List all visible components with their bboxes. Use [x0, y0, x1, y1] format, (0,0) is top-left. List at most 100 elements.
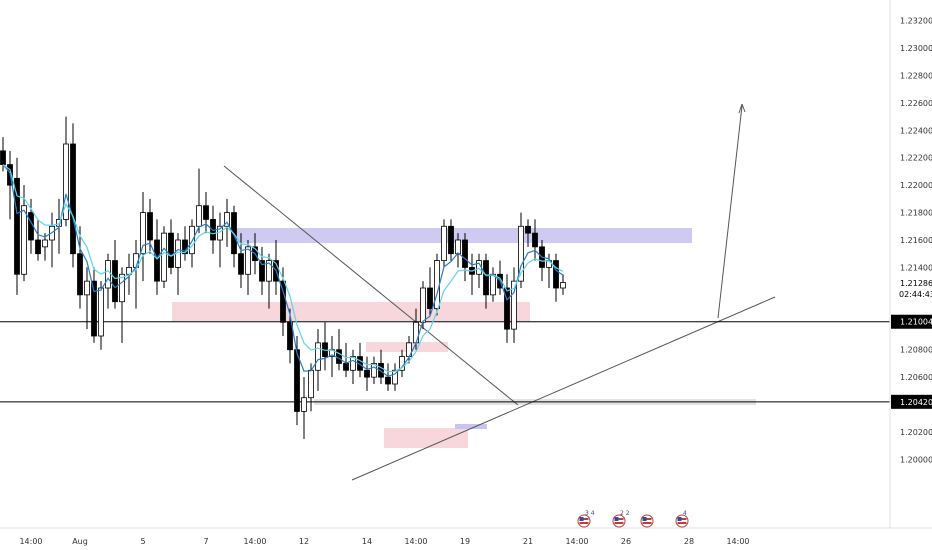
price-tick-label: 1.21600	[900, 236, 932, 245]
descending-trendline[interactable]	[223, 165, 519, 406]
time-tick-label: Aug	[72, 537, 88, 546]
time-tick-label: 28	[684, 537, 694, 546]
candle-bearish[interactable]	[77, 253, 83, 296]
time-tick-label: 14:00	[565, 537, 588, 546]
candle-bearish[interactable]	[203, 205, 209, 220]
time-tick-label: 14:00	[19, 537, 42, 546]
time-tick-label: 19	[460, 537, 470, 546]
candle-bearish[interactable]	[112, 260, 118, 303]
candle-bullish[interactable]	[21, 205, 27, 275]
candle-bullish[interactable]	[98, 287, 104, 337]
price-tick-label: 1.22200	[900, 154, 932, 163]
candle-bullish[interactable]	[371, 363, 377, 378]
moving-average-line	[2, 164, 564, 373]
candle-layer	[0, 116, 566, 439]
ascending-trendline[interactable]	[351, 296, 776, 481]
demand-zone	[384, 428, 468, 448]
candle-bullish[interactable]	[392, 369, 398, 385]
candle-bullish[interactable]	[455, 239, 461, 255]
candle-bearish[interactable]	[427, 287, 433, 309]
us-flag-event-icon[interactable]	[640, 514, 654, 528]
candle-bullish[interactable]	[518, 225, 524, 282]
time-tick-label: 7	[203, 537, 208, 546]
moving-average-line	[2, 164, 564, 377]
candle-bullish[interactable]	[140, 212, 146, 255]
candle-bearish[interactable]	[364, 369, 370, 378]
candle-bullish[interactable]	[315, 342, 321, 371]
candle-bullish[interactable]	[490, 273, 496, 296]
candle-bearish[interactable]	[154, 239, 160, 282]
price-tick-label: 1.23200	[900, 17, 932, 26]
current-price-badge	[891, 276, 932, 301]
us-flag-event-icon[interactable]	[675, 514, 689, 528]
candle-bearish[interactable]	[504, 287, 510, 330]
candle-bearish[interactable]	[483, 260, 489, 296]
candle-bearish[interactable]	[553, 260, 559, 289]
candle-bullish[interactable]	[119, 273, 125, 303]
candle-bearish[interactable]	[462, 239, 468, 268]
candle-bullish[interactable]	[84, 280, 90, 296]
demand-zone-marker	[455, 424, 487, 429]
candle-bullish[interactable]	[42, 239, 48, 248]
candle-bearish[interactable]	[238, 253, 244, 275]
candle-bearish[interactable]	[448, 225, 454, 255]
candle-bullish[interactable]	[266, 260, 272, 282]
time-tick-label: 14:00	[243, 537, 266, 546]
candle-bullish[interactable]	[511, 280, 517, 330]
level-price-label: 1.21004	[900, 318, 932, 327]
candle-bearish[interactable]	[147, 212, 153, 241]
candle-bearish[interactable]	[259, 260, 265, 282]
level-price-label: 1.20420	[900, 398, 932, 407]
candle-bearish[interactable]	[385, 376, 391, 385]
time-axis[interactable]: 14:00 Aug 5 7 14:00 12 14 14:00 19 21 14:00 26 28 14:…	[19, 537, 749, 546]
candle-bullish[interactable]	[196, 205, 202, 227]
candle-bullish[interactable]	[105, 260, 111, 289]
candle-bullish[interactable]	[350, 356, 356, 371]
price-tick-label: 1.21800	[900, 209, 932, 218]
candle-bearish[interactable]	[35, 239, 41, 255]
candle-bearish[interactable]	[14, 177, 20, 275]
current-price-label: 1.21286	[900, 279, 932, 288]
candle-bearish[interactable]	[287, 321, 293, 351]
candle-bullish[interactable]	[413, 321, 419, 344]
time-tick-label: 21	[523, 537, 533, 546]
candle-bearish[interactable]	[532, 232, 538, 248]
candle-bullish[interactable]	[245, 246, 251, 275]
event-count-label: 4	[683, 510, 687, 517]
price-axis[interactable]: 1.23200 1.23000 1.22800 1.22600 1.22400 1.222…	[891, 17, 932, 465]
time-tick-label: 12	[299, 537, 309, 546]
level-price-badge	[891, 394, 932, 409]
candle-bearish[interactable]	[294, 349, 300, 412]
candle-bullish[interactable]	[161, 232, 167, 282]
projection-arrow-line	[717, 105, 743, 319]
candle-bearish[interactable]	[168, 232, 174, 268]
candle-bearish[interactable]	[336, 349, 342, 364]
candle-bearish[interactable]	[0, 150, 6, 165]
candle-bullish[interactable]	[224, 212, 230, 227]
price-tick-label: 1.20000	[900, 455, 932, 464]
time-tick-label: 26	[621, 537, 631, 546]
candle-bullish[interactable]	[441, 225, 447, 261]
candle-bullish[interactable]	[560, 282, 566, 289]
candle-bearish[interactable]	[525, 225, 531, 234]
time-tick-label: 5	[140, 537, 145, 546]
candle-bullish[interactable]	[420, 287, 426, 323]
us-flag-event-icon[interactable]	[577, 514, 591, 528]
price-tick-label: 1.20200	[900, 428, 932, 437]
trendline-layer	[223, 103, 776, 481]
price-tick-label: 1.20600	[900, 373, 932, 382]
candle-bearish[interactable]	[70, 143, 76, 255]
candle-bearish[interactable]	[280, 280, 286, 323]
candle-bearish[interactable]	[343, 363, 349, 371]
candle-bearish[interactable]	[91, 280, 97, 337]
moving-average-layer	[2, 164, 564, 377]
price-tick-label: 1.22800	[900, 71, 932, 80]
price-tick-label: 1.21400	[900, 263, 932, 272]
candle-bullish[interactable]	[308, 369, 314, 399]
candle-bullish[interactable]	[301, 397, 307, 412]
candle-bullish[interactable]	[63, 143, 69, 220]
us-flag-event-icon[interactable]	[612, 514, 626, 528]
resistance-zone	[232, 228, 692, 243]
